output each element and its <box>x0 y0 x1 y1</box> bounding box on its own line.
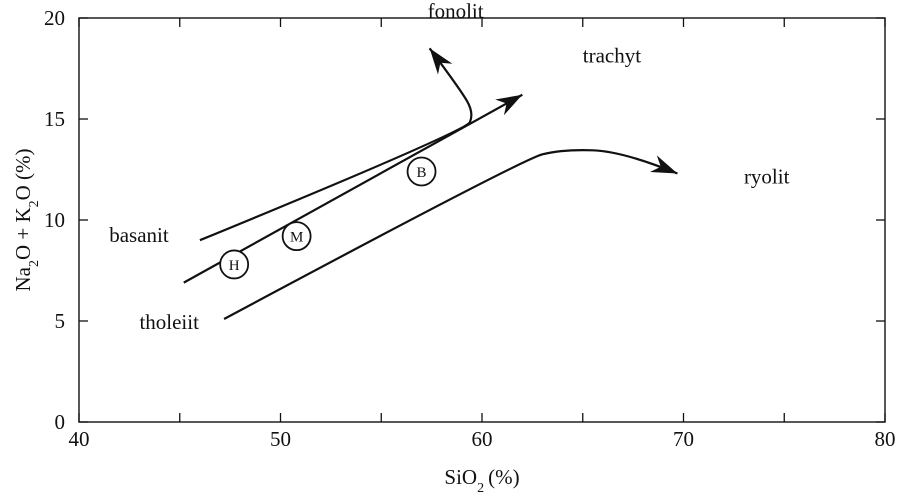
marker-circle-H <box>219 249 250 280</box>
x-axis-title: SiO2 (%) <box>444 465 519 494</box>
annotation-trachyt: trachyt <box>583 43 641 67</box>
series-line-tholeiit <box>223 149 678 320</box>
annotation-layer: fonolit trachyt ryolit basanit tholeiit <box>109 0 789 334</box>
plot-frame <box>78 17 886 423</box>
marker-circle-M <box>281 221 312 252</box>
marker-circle-B <box>406 156 437 187</box>
y-tick-label: 10 <box>44 208 65 232</box>
annotation-fonolit: fonolit <box>428 0 484 23</box>
y-tick-label: 0 <box>55 410 66 434</box>
annotation-basanit: basanit <box>109 223 169 247</box>
y-tick-label: 15 <box>44 107 65 131</box>
arrowhead-trachyt <box>495 94 523 116</box>
y-axis-title: Na2O + K2O (%) <box>11 148 42 291</box>
annotation-tholeiit: tholeiit <box>139 310 199 334</box>
y-tick-label: 20 <box>44 6 65 30</box>
marker-label-M: M <box>290 230 303 246</box>
tick-labels: 40 50 60 70 80 0 5 10 15 20 <box>44 6 896 451</box>
series-line-basanit <box>199 47 473 242</box>
marker-layer: H M B <box>219 156 437 280</box>
annotation-ryolit: ryolit <box>744 165 790 189</box>
arrowhead-tholeiit <box>649 155 678 174</box>
series-layer <box>183 47 678 320</box>
arrowhead-basanit <box>429 48 453 75</box>
x-tick-label: 70 <box>673 427 694 451</box>
marker-label-H: H <box>229 258 240 274</box>
axis-ticks <box>78 17 886 423</box>
x-tick-label: 40 <box>69 427 90 451</box>
marker-label-B: B <box>417 165 427 181</box>
y-tick-label: 5 <box>55 309 66 333</box>
x-tick-label: 60 <box>472 427 493 451</box>
x-tick-label: 50 <box>270 427 291 451</box>
x-tick-label: 80 <box>875 427 896 451</box>
